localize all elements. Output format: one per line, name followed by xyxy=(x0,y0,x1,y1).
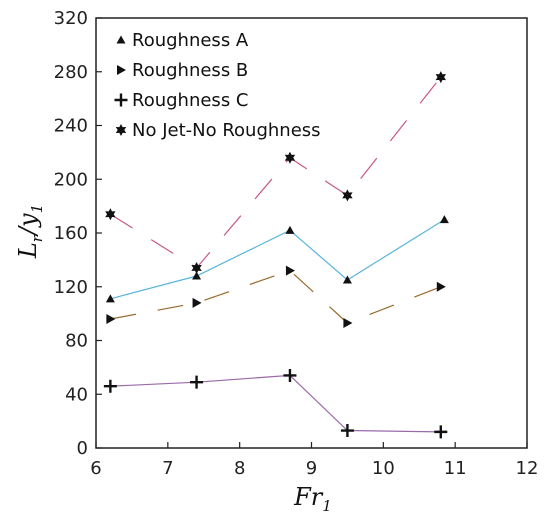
series-line-1 xyxy=(110,219,445,300)
x-tick-label: 12 xyxy=(516,458,539,479)
x-axis-label-sub: 1 xyxy=(322,497,332,515)
x-tick-label: 7 xyxy=(162,458,173,479)
data-point xyxy=(340,424,354,438)
data-point xyxy=(190,375,204,389)
legend-marker xyxy=(114,93,128,107)
data-point xyxy=(191,261,202,274)
series-line-2 xyxy=(110,269,442,324)
legend-marker xyxy=(116,35,126,44)
data-point xyxy=(439,215,449,224)
data-point xyxy=(342,189,353,202)
legend-marker xyxy=(117,65,126,75)
y-tick-label: 40 xyxy=(65,384,88,405)
y-tick-label: 0 xyxy=(77,438,88,459)
data-point xyxy=(285,265,295,276)
y-tick-label: 240 xyxy=(54,116,88,137)
legend-label: No Jet-No Roughness xyxy=(132,120,321,141)
data-point xyxy=(192,297,202,308)
y-tick-label: 160 xyxy=(54,223,88,244)
data-point xyxy=(103,379,117,393)
data-point xyxy=(192,271,202,280)
x-tick-label: 11 xyxy=(444,458,467,479)
legend-label: Roughness A xyxy=(132,30,249,51)
data-point xyxy=(436,281,446,292)
y-axis-label: Lr/y1 xyxy=(14,204,46,259)
data-point xyxy=(284,151,296,164)
y-tick-label: 280 xyxy=(54,62,88,83)
legend-marker xyxy=(115,124,127,136)
x-axis-label-main: Fr xyxy=(293,483,324,511)
y-axis-label-mid: /y xyxy=(14,213,42,237)
x-axis-label: Fr1 xyxy=(293,483,332,515)
y-tick-label: 80 xyxy=(65,331,88,352)
data-point xyxy=(434,425,448,439)
data-point xyxy=(106,314,116,324)
data-point xyxy=(283,368,297,382)
y-axis-label-sub-1: 1 xyxy=(28,204,46,214)
y-axis-label-sub-r: r xyxy=(28,234,46,242)
data-point xyxy=(342,275,352,284)
x-tick-label: 8 xyxy=(234,458,245,479)
data-point xyxy=(105,208,116,221)
x-axis: 6 7 8 9 10 11 12 xyxy=(90,442,538,479)
legend: Roughness A Roughness B Roughness C No Jet-… xyxy=(114,30,321,141)
legend-label: Roughness B xyxy=(132,60,248,81)
legend-label: Roughness C xyxy=(132,90,248,111)
data-point xyxy=(343,318,353,329)
series-markers xyxy=(103,71,449,439)
data-point xyxy=(435,71,446,84)
x-tick-label: 9 xyxy=(306,458,317,479)
data-point xyxy=(285,225,295,234)
y-tick-label: 200 xyxy=(54,169,88,190)
x-tick-label: 10 xyxy=(372,458,395,479)
y-axis-label-main: L xyxy=(14,242,42,259)
y-tick-label: 320 xyxy=(54,8,88,29)
data-point xyxy=(105,294,115,303)
y-tick-label: 120 xyxy=(54,277,88,298)
x-tick-label: 6 xyxy=(90,458,101,479)
y-axis: 0 40 80 120 160 200 240 280 320 xyxy=(54,8,102,459)
series-line-3 xyxy=(110,374,441,433)
